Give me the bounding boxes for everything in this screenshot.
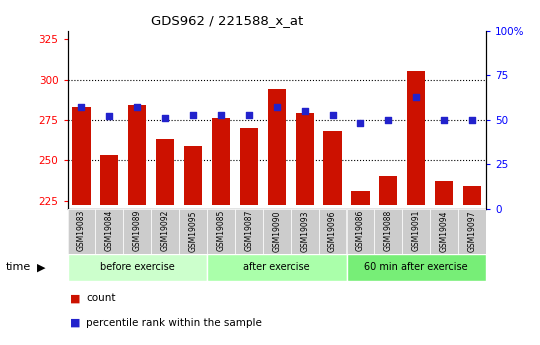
- Bar: [184, 146, 202, 206]
- Text: GSM19083: GSM19083: [77, 210, 86, 252]
- Bar: [235, 209, 263, 254]
- Point: [356, 121, 365, 126]
- Point: [217, 112, 225, 117]
- Bar: [352, 191, 369, 206]
- Text: ▶: ▶: [37, 263, 45, 272]
- Bar: [151, 209, 179, 254]
- Text: 60 min after exercise: 60 min after exercise: [364, 263, 468, 272]
- Point: [300, 108, 309, 114]
- Bar: [207, 254, 347, 281]
- Point: [440, 117, 448, 122]
- Text: GSM19088: GSM19088: [384, 210, 393, 251]
- Bar: [319, 209, 347, 254]
- Text: GSM19090: GSM19090: [272, 210, 281, 252]
- Text: percentile rank within the sample: percentile rank within the sample: [86, 318, 262, 327]
- Bar: [407, 71, 426, 206]
- Bar: [458, 209, 486, 254]
- Text: GSM19084: GSM19084: [105, 210, 114, 252]
- Text: GSM19093: GSM19093: [300, 210, 309, 252]
- Point: [328, 112, 337, 117]
- Text: GDS962 / 221588_x_at: GDS962 / 221588_x_at: [151, 14, 303, 27]
- Bar: [323, 131, 342, 206]
- Bar: [179, 209, 207, 254]
- Text: time: time: [5, 263, 31, 272]
- Bar: [100, 156, 118, 206]
- Bar: [207, 209, 235, 254]
- Text: GSM19087: GSM19087: [244, 210, 253, 252]
- Text: ■: ■: [70, 318, 80, 327]
- Text: after exercise: after exercise: [244, 263, 310, 272]
- Point: [133, 105, 141, 110]
- Text: GSM19096: GSM19096: [328, 210, 337, 252]
- Bar: [240, 128, 258, 206]
- Bar: [263, 209, 291, 254]
- Bar: [374, 209, 402, 254]
- Text: GSM19091: GSM19091: [411, 210, 421, 252]
- Bar: [68, 254, 207, 281]
- Text: GSM19085: GSM19085: [217, 210, 226, 252]
- Point: [412, 94, 421, 100]
- Bar: [347, 209, 374, 254]
- Point: [189, 112, 198, 117]
- Point: [384, 117, 393, 122]
- Text: GSM19095: GSM19095: [188, 210, 198, 252]
- Bar: [402, 209, 430, 254]
- Text: count: count: [86, 294, 116, 303]
- Bar: [268, 89, 286, 206]
- Point: [105, 114, 113, 119]
- Bar: [291, 209, 319, 254]
- Bar: [430, 209, 458, 254]
- Bar: [435, 181, 453, 206]
- Text: GSM19089: GSM19089: [133, 210, 141, 252]
- Bar: [463, 186, 481, 206]
- Text: ■: ■: [70, 294, 80, 303]
- Point: [77, 105, 86, 110]
- Point: [273, 105, 281, 110]
- Bar: [379, 176, 397, 206]
- Bar: [123, 209, 151, 254]
- Point: [161, 115, 170, 121]
- Text: before exercise: before exercise: [100, 263, 174, 272]
- Text: GSM19097: GSM19097: [468, 210, 476, 252]
- Bar: [68, 209, 96, 254]
- Bar: [347, 254, 486, 281]
- Text: GSM19092: GSM19092: [161, 210, 170, 252]
- Bar: [72, 107, 91, 206]
- Bar: [212, 118, 230, 206]
- Bar: [96, 209, 123, 254]
- Bar: [156, 139, 174, 206]
- Point: [468, 117, 476, 122]
- Bar: [128, 105, 146, 206]
- Text: GSM19094: GSM19094: [440, 210, 449, 252]
- Bar: [295, 114, 314, 206]
- Point: [245, 112, 253, 117]
- Text: GSM19086: GSM19086: [356, 210, 365, 252]
